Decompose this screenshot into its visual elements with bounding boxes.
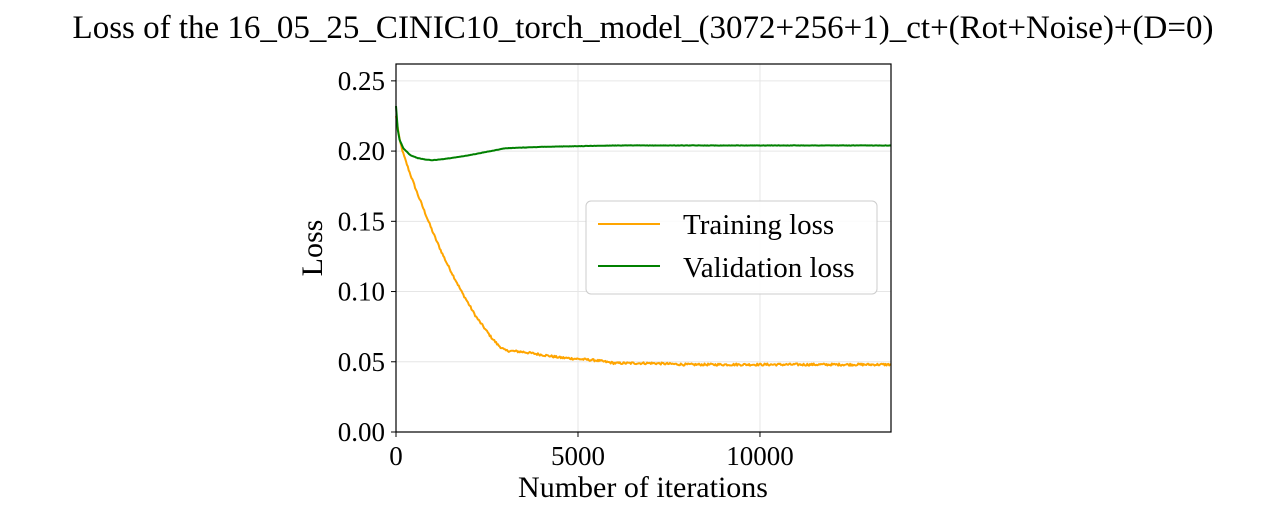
plot-frame <box>395 63 892 433</box>
y-axis-label: Loss <box>296 220 329 277</box>
y-tick-label: 0.10 <box>338 277 385 307</box>
y-tick-label: 0.05 <box>338 347 385 377</box>
y-tick-label: 0.25 <box>338 66 385 96</box>
x-axis-ticks: 0 5000 10000 <box>389 432 794 471</box>
legend: Training loss Validation loss <box>585 200 878 295</box>
x-axis-label: Number of iterations <box>518 471 768 504</box>
legend-label-training: Training loss <box>683 209 834 241</box>
series-layer <box>395 106 892 367</box>
legend-label-validation: Validation loss <box>683 252 855 284</box>
training-loss-line <box>395 115 892 367</box>
chart-title: Loss of the 16_05_25_CINIC10_torch_model… <box>73 10 1214 46</box>
y-tick-label: 0.20 <box>338 136 385 166</box>
x-tick-label: 5000 <box>551 441 605 471</box>
y-tick-label: 0.00 <box>338 417 385 447</box>
x-tick-label: 0 <box>389 441 403 471</box>
y-tick-label: 0.15 <box>338 206 385 236</box>
y-axis-ticks: 0.00 0.05 0.10 0.15 0.20 0.25 <box>338 66 396 447</box>
validation-loss-line <box>395 106 892 162</box>
x-tick-label: 10000 <box>726 441 794 471</box>
